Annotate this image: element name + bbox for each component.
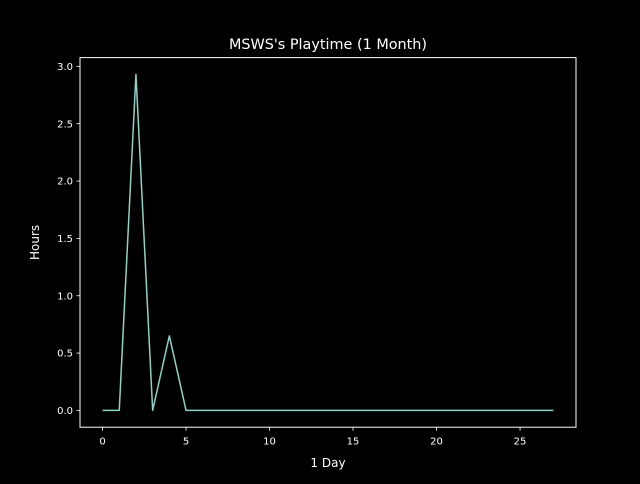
data-point [285,409,287,411]
x-tick-label: 10 [263,437,276,448]
data-point [469,409,471,411]
x-tick-label: 5 [183,437,189,448]
data-point [269,409,271,411]
data-point [168,335,170,337]
x-tick-label: 0 [99,437,105,448]
data-point [152,409,154,411]
y-axis: 0.0 0.5 1.0 1.5 2.0 2.5 3.0 [57,62,80,417]
y-tick-label: 2.5 [57,119,73,130]
y-tick-label: 1.0 [57,291,73,302]
x-axis: 0 5 10 15 20 25 [99,427,526,448]
data-point [319,409,321,411]
data-point [202,409,204,411]
data-point [102,409,104,411]
axes-frame [79,57,577,428]
data-point [452,409,454,411]
plot-area [102,73,554,412]
data-point [235,409,237,411]
x-tick-label: 20 [430,437,443,448]
data-point [335,409,337,411]
data-point [552,409,554,411]
chart-title: MSWS's Playtime (1 Month) [229,37,427,53]
data-point [218,409,220,411]
data-point [402,409,404,411]
y-axis-label: Hours [28,225,42,260]
data-point [185,409,187,411]
data-point [502,409,504,411]
data-point [536,409,538,411]
y-tick-label: 1.5 [57,234,73,245]
data-point [135,73,137,75]
x-tick-label: 15 [347,437,360,448]
y-tick-label: 2.0 [57,177,73,188]
data-point [252,409,254,411]
data-point [385,409,387,411]
data-point [436,409,438,411]
data-point [302,409,304,411]
x-tick-label: 25 [514,437,527,448]
data-point [352,409,354,411]
data-point [519,409,521,411]
x-axis-label: 1 Day [310,456,345,470]
y-tick-label: 3.0 [57,62,73,73]
y-tick-label: 0.0 [57,406,73,417]
data-point [118,409,120,411]
series-line-0 [102,73,554,412]
y-tick-label: 0.5 [57,349,73,360]
data-point [486,409,488,411]
data-point [419,409,421,411]
data-point [369,409,371,411]
